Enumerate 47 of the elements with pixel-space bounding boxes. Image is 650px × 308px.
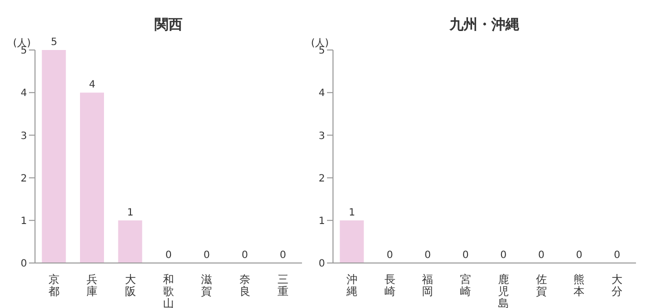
bar xyxy=(80,92,104,263)
data-label: 0 xyxy=(614,250,620,261)
x-tick-label: 奈良 xyxy=(239,273,250,298)
data-label: 1 xyxy=(127,207,134,218)
x-tick-label: 宮崎 xyxy=(460,273,472,298)
data-label: 5 xyxy=(50,37,58,48)
x-tick-label: 三重 xyxy=(277,273,288,298)
data-label: 0 xyxy=(242,250,248,261)
data-label: 0 xyxy=(203,250,210,261)
x-tick-label: 沖縄 xyxy=(345,273,358,298)
y-tick-label: 0 xyxy=(318,258,325,270)
data-label: 4 xyxy=(89,80,96,91)
y-tick-label: 0 xyxy=(20,258,27,270)
x-tick-label: 大阪 xyxy=(124,273,136,298)
y-tick-label: 4 xyxy=(318,88,325,100)
data-label: 0 xyxy=(576,250,582,261)
x-tick-label: 兵庫 xyxy=(86,273,98,298)
y-tick-label: 1 xyxy=(20,216,27,227)
x-tick-label: 福岡 xyxy=(422,273,434,298)
x-tick-label: 和歌山 xyxy=(163,273,174,308)
y-tick-label: 2 xyxy=(20,173,27,184)
x-tick-label: 熊本 xyxy=(574,273,585,298)
data-label: 0 xyxy=(165,250,172,261)
y-tick-label: 4 xyxy=(20,88,27,100)
data-label: 0 xyxy=(462,250,469,261)
data-label: 0 xyxy=(538,250,544,261)
y-tick-label: 1 xyxy=(318,216,325,227)
x-tick-label: 滋賀 xyxy=(201,273,212,298)
chart-title: 関西 xyxy=(154,16,184,34)
y-tick-label: 2 xyxy=(318,173,325,184)
data-label: 0 xyxy=(500,250,507,261)
x-tick-label: 佐賀 xyxy=(536,273,547,298)
data-label: 1 xyxy=(348,207,356,218)
data-label: 0 xyxy=(280,250,286,261)
y-tick-label: 3 xyxy=(20,130,27,142)
x-tick-label: 京都 xyxy=(48,273,60,298)
data-label: 0 xyxy=(424,250,431,261)
y-tick-label: 5 xyxy=(20,46,27,57)
bar xyxy=(42,50,66,263)
data-label: 0 xyxy=(386,250,393,261)
x-tick-label: 大分 xyxy=(612,273,623,298)
x-tick-label: 長崎 xyxy=(384,273,396,298)
bar xyxy=(118,220,142,263)
y-tick-label: 5 xyxy=(318,46,325,57)
chart-title: 九州・沖縄 xyxy=(448,16,520,34)
y-tick-label: 3 xyxy=(318,130,325,142)
x-tick-label: 鹿児島 xyxy=(498,273,509,308)
